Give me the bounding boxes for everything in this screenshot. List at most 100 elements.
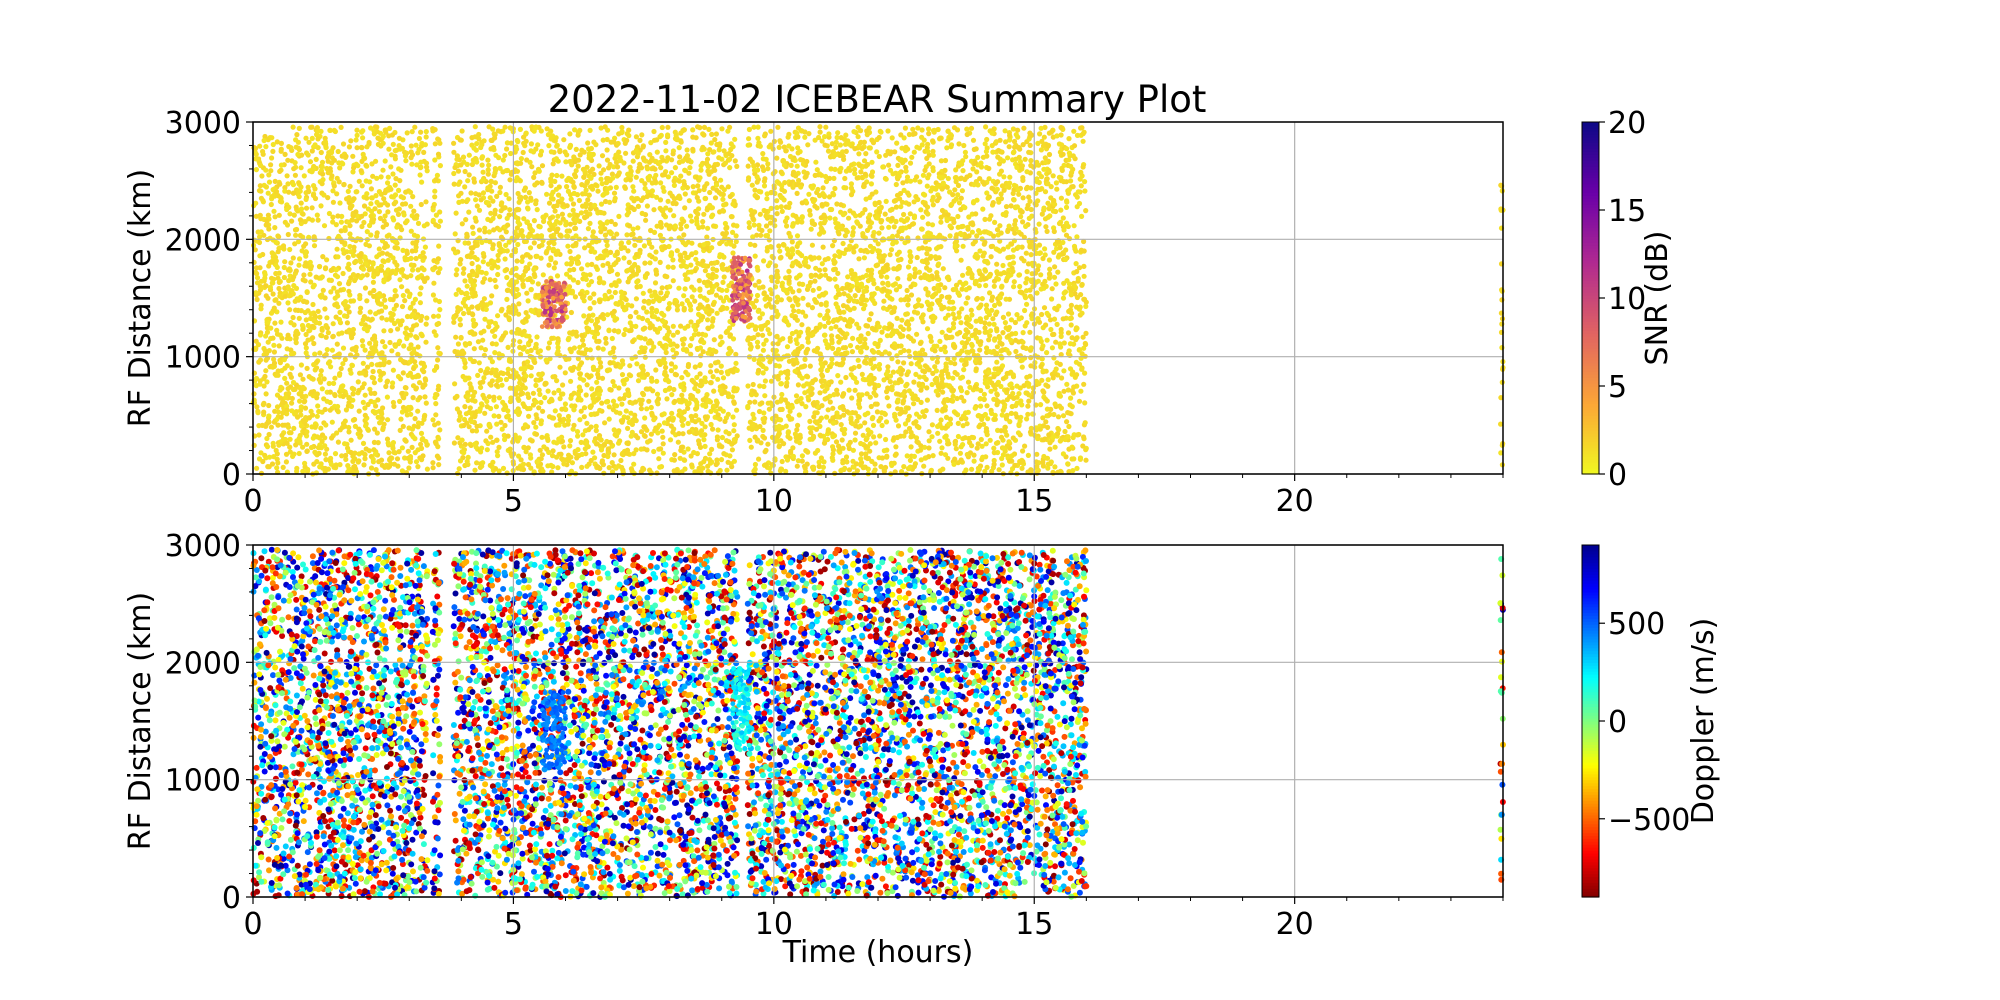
data-point xyxy=(720,208,727,214)
data-point xyxy=(533,345,539,351)
data-point xyxy=(728,214,735,220)
data-point xyxy=(720,191,726,198)
data-point xyxy=(671,213,677,219)
data-point xyxy=(387,125,393,131)
data-point xyxy=(569,259,575,266)
data-point xyxy=(493,382,500,388)
data-point xyxy=(575,433,581,439)
data-point xyxy=(408,143,414,149)
data-point xyxy=(504,287,510,293)
data-point xyxy=(674,343,680,349)
data-point xyxy=(528,286,534,293)
data-point xyxy=(270,280,276,286)
data-point xyxy=(374,199,380,205)
data-point xyxy=(567,144,573,150)
data-point xyxy=(588,145,595,152)
data-point xyxy=(515,139,521,145)
data-point xyxy=(470,331,476,337)
data-point xyxy=(631,188,637,194)
data-point xyxy=(668,368,675,374)
data-point xyxy=(276,343,282,349)
data-point xyxy=(625,415,631,421)
data-point xyxy=(548,257,554,263)
data-point xyxy=(658,219,664,226)
data-point xyxy=(335,254,341,260)
data-point xyxy=(305,184,311,190)
data-point xyxy=(731,422,737,428)
data-point xyxy=(376,209,382,215)
data-point xyxy=(697,444,704,450)
data-point xyxy=(374,129,380,135)
data-point xyxy=(567,212,573,218)
data-point xyxy=(531,240,537,246)
data-point xyxy=(670,264,676,270)
data-point xyxy=(480,190,487,196)
data-point xyxy=(423,199,429,205)
data-point xyxy=(338,219,344,225)
data-point xyxy=(726,350,733,356)
data-point xyxy=(615,329,621,335)
data-point xyxy=(628,433,634,439)
data-point xyxy=(496,155,502,161)
data-point xyxy=(639,397,645,403)
data-point xyxy=(559,211,566,217)
data-point xyxy=(681,218,687,224)
data-point xyxy=(660,359,667,365)
data-point xyxy=(268,325,274,331)
data-point xyxy=(404,130,410,136)
data-point xyxy=(567,192,574,198)
data-point xyxy=(651,207,657,213)
data-point xyxy=(554,251,560,257)
data-point xyxy=(577,152,583,158)
data-point xyxy=(400,370,406,376)
data-point xyxy=(370,261,376,267)
data-point xyxy=(734,407,740,413)
data-point xyxy=(602,232,609,238)
data-point xyxy=(353,209,359,215)
data-point xyxy=(669,392,675,398)
data-point xyxy=(263,391,269,397)
data-point xyxy=(712,195,719,201)
data-point xyxy=(647,288,653,294)
data-point xyxy=(320,254,326,260)
data-point xyxy=(719,444,725,450)
data-point xyxy=(664,290,671,296)
data-point xyxy=(673,372,680,378)
data-point xyxy=(567,158,573,165)
data-point xyxy=(538,255,544,261)
data-point xyxy=(398,376,404,382)
data-point xyxy=(525,349,531,355)
data-point xyxy=(499,382,505,388)
data-point xyxy=(432,141,438,147)
data-point xyxy=(290,255,296,261)
data-point xyxy=(642,260,648,266)
data-point xyxy=(478,197,484,203)
data-point xyxy=(470,230,476,236)
data-point xyxy=(648,140,654,146)
data-point xyxy=(299,423,305,429)
data-point xyxy=(471,145,477,151)
data-point xyxy=(271,356,277,362)
data-point xyxy=(642,181,648,187)
data-point xyxy=(432,394,438,401)
data-point xyxy=(607,439,613,445)
data-point xyxy=(535,281,541,287)
data-point xyxy=(594,441,600,447)
data-point xyxy=(685,363,691,370)
data-point xyxy=(813,159,819,165)
data-point xyxy=(393,293,399,299)
data-point xyxy=(495,378,501,384)
data-point xyxy=(375,440,381,446)
data-point xyxy=(718,363,724,369)
data-point xyxy=(585,140,591,146)
data-point xyxy=(607,199,613,205)
data-point xyxy=(909,316,915,322)
data-point xyxy=(626,223,633,229)
data-point xyxy=(581,313,587,319)
data-point xyxy=(339,384,345,390)
data-point xyxy=(311,362,317,368)
data-point xyxy=(479,463,485,469)
data-point xyxy=(654,149,660,155)
data-point xyxy=(680,422,686,428)
data-point xyxy=(415,408,421,414)
